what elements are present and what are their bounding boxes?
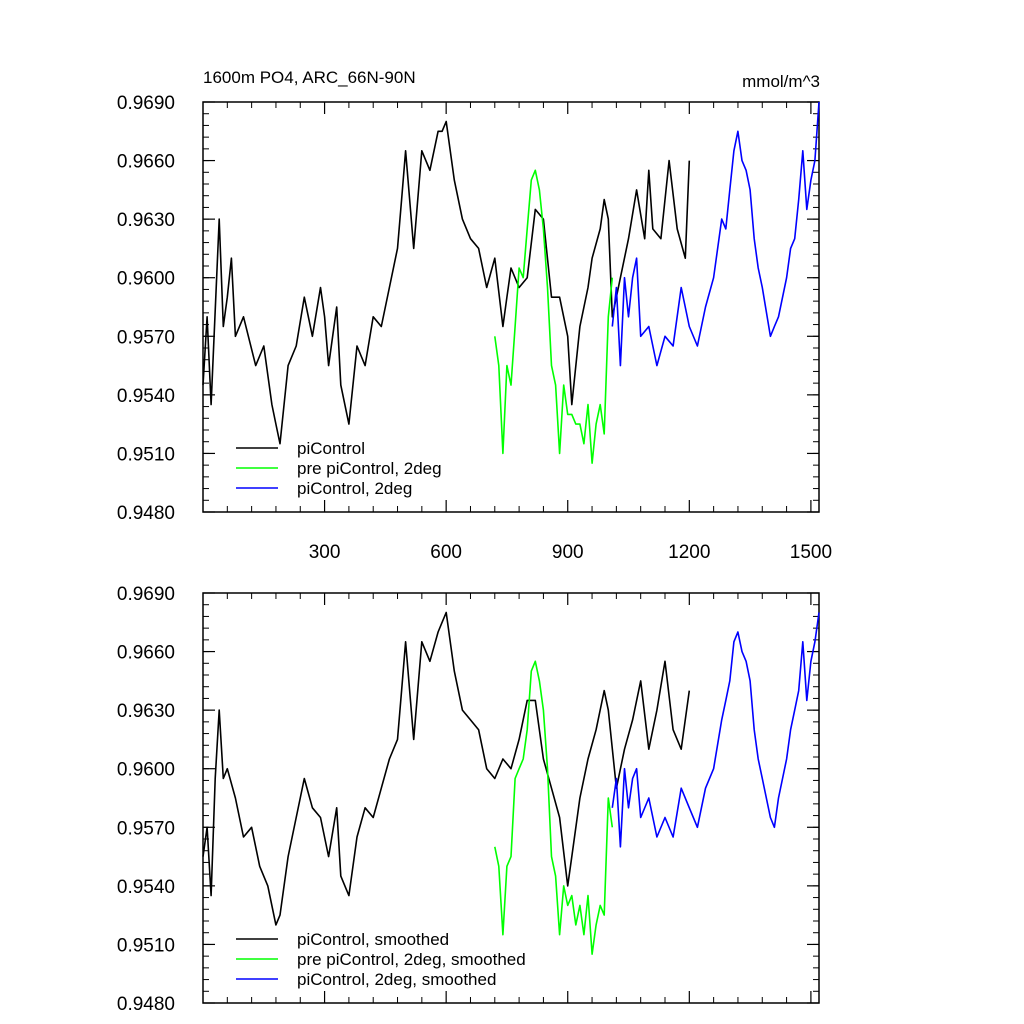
data-series xyxy=(202,611,820,956)
series-line-0 xyxy=(202,120,691,445)
y-tick-label: 0.9630 xyxy=(117,210,175,231)
x-tick-label: 1200 xyxy=(668,542,710,563)
series-line-1 xyxy=(494,660,614,956)
series-line-2 xyxy=(611,101,820,367)
chart-units: mmol/m^3 xyxy=(742,72,820,91)
y-tick-label: 0.9540 xyxy=(117,877,175,898)
y-tick-label: 0.9540 xyxy=(117,386,175,407)
y-tick-label: 0.9480 xyxy=(117,503,175,524)
x-tick-label: 300 xyxy=(309,542,341,563)
bottom-panel: 0.9480 0.9510 0.9540 0.9570 0.9600 0.9630 0.96… xyxy=(117,584,820,1015)
legend-label-2: piControl, 2deg, smoothed xyxy=(297,970,496,989)
y-tick-label: 0.9570 xyxy=(117,327,175,348)
axis-ticks: 0.9480 0.9510 0.9540 0.9570 0.9600 0.9630 0.96… xyxy=(117,93,832,563)
y-tick-label: 0.9510 xyxy=(117,444,175,465)
legend-label-1: pre piControl, 2deg, smoothed xyxy=(297,950,526,969)
axis-ticks: 0.9480 0.9510 0.9540 0.9570 0.9600 0.9630 0.96… xyxy=(117,584,819,1015)
series-line-1 xyxy=(494,169,614,465)
y-tick-label: 0.9510 xyxy=(117,935,175,956)
legend-label-0: piControl, smoothed xyxy=(297,930,449,949)
plot-frame xyxy=(202,101,820,513)
x-tick-label: 1500 xyxy=(790,542,832,563)
y-tick-label: 0.9570 xyxy=(117,818,175,839)
x-tick-label: 600 xyxy=(430,542,462,563)
y-tick-label: 0.9690 xyxy=(117,584,175,605)
chart-title: 1600m PO4, ARC_66N-90N xyxy=(203,68,416,87)
y-tick-label: 0.9630 xyxy=(117,701,175,722)
y-tick-label: 0.9600 xyxy=(117,760,175,781)
legend-label-0: piControl xyxy=(297,439,365,458)
top-panel: 1600m PO4, ARC_66N-90N mmol/m^3 0.94800.… xyxy=(117,68,832,563)
series-line-0 xyxy=(202,611,691,926)
data-series xyxy=(202,101,820,465)
series-line-2 xyxy=(611,612,820,848)
x-tick-label: 900 xyxy=(552,542,584,563)
y-tick-label: 0.9660 xyxy=(117,643,175,664)
y-tick-label: 0.9690 xyxy=(117,93,175,114)
y-tick-label: 0.9480 xyxy=(117,994,175,1015)
plot-frame xyxy=(202,592,820,1004)
legend-label-1: pre piControl, 2deg xyxy=(297,459,442,478)
y-tick-label: 0.9660 xyxy=(117,152,175,173)
legend-label-2: piControl, 2deg xyxy=(297,479,412,498)
y-tick-label: 0.9600 xyxy=(117,269,175,290)
